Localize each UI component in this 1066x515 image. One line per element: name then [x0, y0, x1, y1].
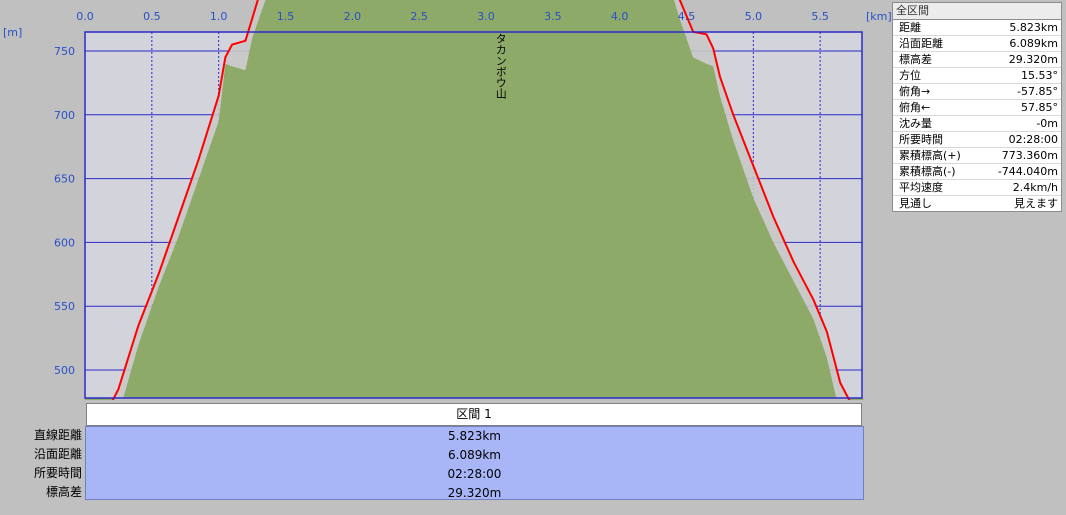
x-tick-label: 3.5: [544, 10, 562, 23]
summary-label: 見通し: [899, 197, 932, 210]
x-tick-label: 0.5: [143, 10, 161, 23]
summary-label: 累積標高(-): [899, 165, 956, 178]
summary-label: 所要時間: [899, 133, 943, 146]
y-tick-label: 750: [54, 45, 75, 58]
x-axis-ticks: 0.0 0.5 1.0 1.5 2.0 2.5 3.0 3.5 4.0 4.5 5.0 5.5: [76, 10, 829, 23]
x-tick-label: 0.0: [76, 10, 94, 23]
summary-value: 見えます: [1014, 197, 1058, 210]
segment-label: 標高差: [45, 485, 82, 499]
x-tick-label: 4.0: [611, 10, 629, 23]
x-tick-label: 3.0: [477, 10, 495, 23]
summary-row: 所要時間 02:28:00: [893, 132, 1061, 148]
segment-label: 沿面距離: [33, 447, 82, 461]
summary-title: 全区間: [893, 3, 1061, 20]
summary-value: 2.4km/h: [1012, 181, 1058, 194]
summary-value: 02:28:00: [1008, 133, 1058, 146]
segment-value: 29.320m: [447, 486, 502, 500]
summary-value: -57.85°: [1017, 85, 1058, 98]
summary-value: 5.823km: [1009, 21, 1058, 34]
summary-label: 平均速度: [899, 181, 943, 194]
plot-border: [84, 31, 863, 399]
summary-value: 57.85°: [1021, 101, 1058, 114]
y-tick-label: 650: [54, 173, 75, 186]
summary-label: 標高差: [899, 53, 932, 66]
x-tick-label: 5.5: [811, 10, 829, 23]
elevation-chart: 0.0 0.5 1.0 1.5 2.0 2.5 3.0 3.5 4.0 4.5 5.0 5.5 135…: [3, 0, 892, 400]
summary-label: 距離: [899, 21, 921, 34]
summary-value: 6.089km: [1009, 37, 1058, 50]
y-tick-label: 700: [54, 109, 75, 122]
terrain-area: [85, 0, 864, 400]
y-tick-label: 600: [54, 236, 75, 249]
x-tick-label: 4.5: [678, 10, 696, 23]
summary-label: 方位: [899, 69, 921, 82]
segment-values: 5.823km 6.089km 02:28:00 29.320m: [85, 426, 864, 500]
y-axis-unit: [m]: [3, 26, 22, 39]
peak-annotation: タカンボウ山: [494, 33, 507, 99]
segment-header[interactable]: 区間 1: [86, 403, 862, 426]
summary-label: 沈み量: [899, 117, 932, 130]
x-tick-label: 2.0: [344, 10, 362, 23]
summary-row: 沈み量 -0m: [893, 116, 1061, 132]
summary-row: 見通し 見えます: [893, 196, 1061, 211]
summary-row: 俯角→ -57.85°: [893, 84, 1061, 100]
summary-label: 沿面距離: [899, 37, 943, 50]
x-tick-label: 1.5: [277, 10, 295, 23]
x-axis-unit: [km]: [866, 10, 892, 23]
summary-panel: 全区間 距離 5.823km 沿面距離 6.089km 標高差 29.320m 方位 15.5…: [892, 2, 1062, 212]
summary-row: 方位 15.53°: [893, 68, 1061, 84]
summary-label: 俯角→: [899, 85, 931, 98]
summary-value: 773.360m: [1001, 149, 1058, 162]
summary-row: 俯角← 57.85°: [893, 100, 1061, 116]
route-profile-line: [111, 0, 851, 400]
summary-row: 沿面距離 6.089km: [893, 36, 1061, 52]
summary-row: 距離 5.823km: [893, 20, 1061, 36]
segment-label: 所要時間: [33, 466, 82, 480]
segment-labels: 直線距離沿面距離所要時間標高差: [0, 426, 82, 502]
summary-value: -744.040m: [997, 165, 1058, 178]
x-tick-label: 2.5: [410, 10, 428, 23]
y-tick-label: 500: [54, 364, 75, 377]
segment-value: 5.823km: [448, 429, 501, 443]
segment-value: 6.089km: [448, 448, 501, 462]
summary-row: 累積標高(-) -744.040m: [893, 164, 1061, 180]
segment-label: 直線距離: [33, 428, 82, 442]
summary-value: 29.320m: [1008, 53, 1058, 66]
summary-label: 俯角←: [899, 101, 931, 114]
x-tick-label: 5.0: [745, 10, 763, 23]
peak-label: タカンボウ山: [494, 33, 507, 99]
segment-value: 02:28:00: [447, 467, 502, 481]
summary-value: -0m: [1036, 117, 1058, 130]
x-tick-label: 1.0: [210, 10, 228, 23]
y-tick-label: 550: [54, 300, 75, 313]
summary-row: 平均速度 2.4km/h: [893, 180, 1061, 196]
summary-row: 標高差 29.320m: [893, 52, 1061, 68]
summary-label: 累積標高(+): [899, 149, 961, 162]
summary-row: 累積標高(+) 773.360m: [893, 148, 1061, 164]
summary-value: 15.53°: [1021, 69, 1058, 82]
y-axis-ticks: 1350130012501200115011001050100095090085…: [54, 45, 75, 377]
